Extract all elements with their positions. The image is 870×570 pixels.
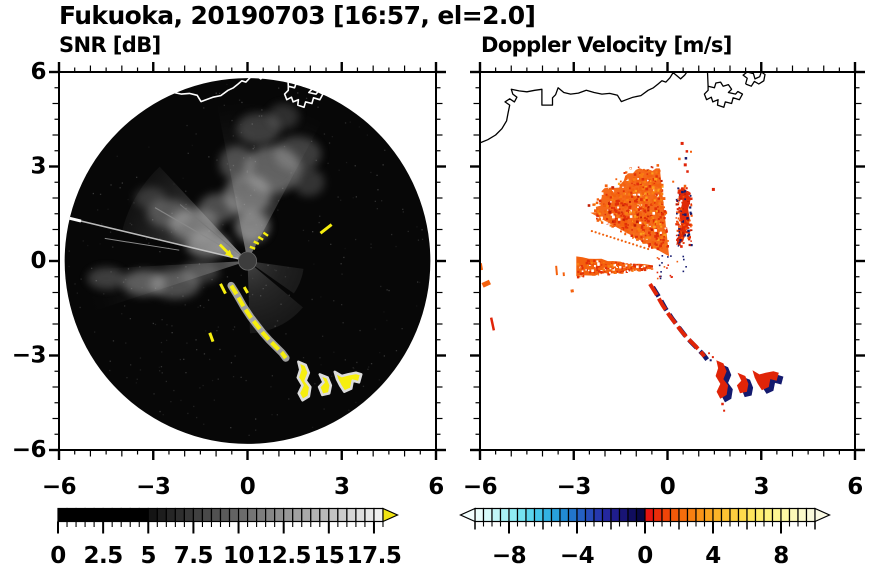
snr-yellow-blob bbox=[333, 370, 363, 393]
velocity-nw-wedge bbox=[587, 164, 670, 257]
tick-label: 6 bbox=[30, 59, 46, 85]
snr-colorbar: 0 2.5 5 7.5 10 12.5 15 17.5 bbox=[50, 507, 402, 569]
axes bbox=[49, 62, 865, 460]
tick-label: 0 bbox=[240, 474, 256, 500]
tick-label: 17.5 bbox=[347, 543, 402, 569]
coastline bbox=[58, 71, 268, 144]
snr-echo-fans bbox=[64, 103, 325, 334]
velocity-west-wedge bbox=[576, 256, 654, 279]
tick-label: 0 bbox=[637, 543, 653, 569]
tick-label: −3 bbox=[557, 474, 591, 500]
snr-panel bbox=[58, 71, 431, 444]
coastline bbox=[703, 71, 744, 108]
tick-label: 8 bbox=[773, 543, 789, 569]
tick-label: 4 bbox=[705, 543, 721, 569]
tick-label: 0 bbox=[50, 543, 66, 569]
velocity-red-blob bbox=[752, 370, 779, 391]
tick-label: 2.5 bbox=[84, 543, 123, 569]
tick-label: 15 bbox=[313, 543, 344, 569]
tick-label: 7.5 bbox=[174, 543, 213, 569]
coastline-left-white bbox=[58, 71, 347, 144]
tick-label: 3 bbox=[753, 474, 769, 500]
snr-panel-title: SNR [dB] bbox=[59, 33, 161, 57]
snr-edge-flash bbox=[68, 216, 82, 223]
tick-label: −4 bbox=[560, 543, 594, 569]
snr-high-return-yellow bbox=[208, 223, 363, 402]
tick-label: −6 bbox=[12, 437, 46, 463]
velocity-overflow-arrow bbox=[814, 507, 831, 523]
tick-label: 6 bbox=[428, 474, 444, 500]
tick-label: 5 bbox=[141, 543, 157, 569]
velocity-panel bbox=[478, 71, 784, 412]
velocity-specks bbox=[478, 141, 726, 412]
radar-center-blob bbox=[237, 251, 258, 271]
velocity-colorbar: −8 −4 0 4 8 bbox=[459, 507, 831, 569]
tick-label: 6 bbox=[847, 474, 863, 500]
velocity-red-blob bbox=[736, 372, 749, 394]
panel-frame bbox=[479, 71, 856, 451]
velocity-dotted-ray bbox=[590, 229, 650, 251]
tick-label: −3 bbox=[136, 474, 170, 500]
snr-yellow-blob bbox=[317, 373, 333, 397]
coastline bbox=[479, 71, 688, 144]
tick-labels: −6 −6 6 −3 −3 3 0 0 0 3 3 −3 6 6 −6 bbox=[12, 59, 864, 500]
tick-label: 0 bbox=[30, 248, 46, 274]
tick-label: 12.5 bbox=[256, 543, 311, 569]
coastline bbox=[742, 71, 766, 87]
snr-yellow-arrow-head bbox=[224, 249, 233, 258]
tick-label: 3 bbox=[334, 474, 350, 500]
velocity-se-streak bbox=[648, 282, 784, 403]
tick-label: −8 bbox=[492, 543, 526, 569]
snr-overflow-arrow bbox=[382, 507, 399, 523]
tick-label: −6 bbox=[463, 474, 497, 500]
tick-label: 10 bbox=[223, 543, 254, 569]
coastline bbox=[283, 71, 324, 109]
coastline-right-black bbox=[479, 71, 766, 144]
tick-label: 3 bbox=[30, 154, 46, 180]
tick-label: 0 bbox=[660, 474, 676, 500]
coastline bbox=[322, 71, 347, 87]
snr-yellow-blob bbox=[296, 360, 312, 402]
tick-label: −6 bbox=[42, 474, 76, 500]
figure-title: Fukuoka, 20190703 [16:57, el=2.0] bbox=[59, 1, 536, 30]
tick-label: −3 bbox=[12, 343, 46, 369]
velocity-red-blob bbox=[715, 360, 729, 399]
velocity-red-column bbox=[675, 187, 693, 248]
velocity-panel-title: Doppler Velocity [m/s] bbox=[481, 33, 732, 57]
velocity-underflow-arrow bbox=[459, 507, 476, 523]
